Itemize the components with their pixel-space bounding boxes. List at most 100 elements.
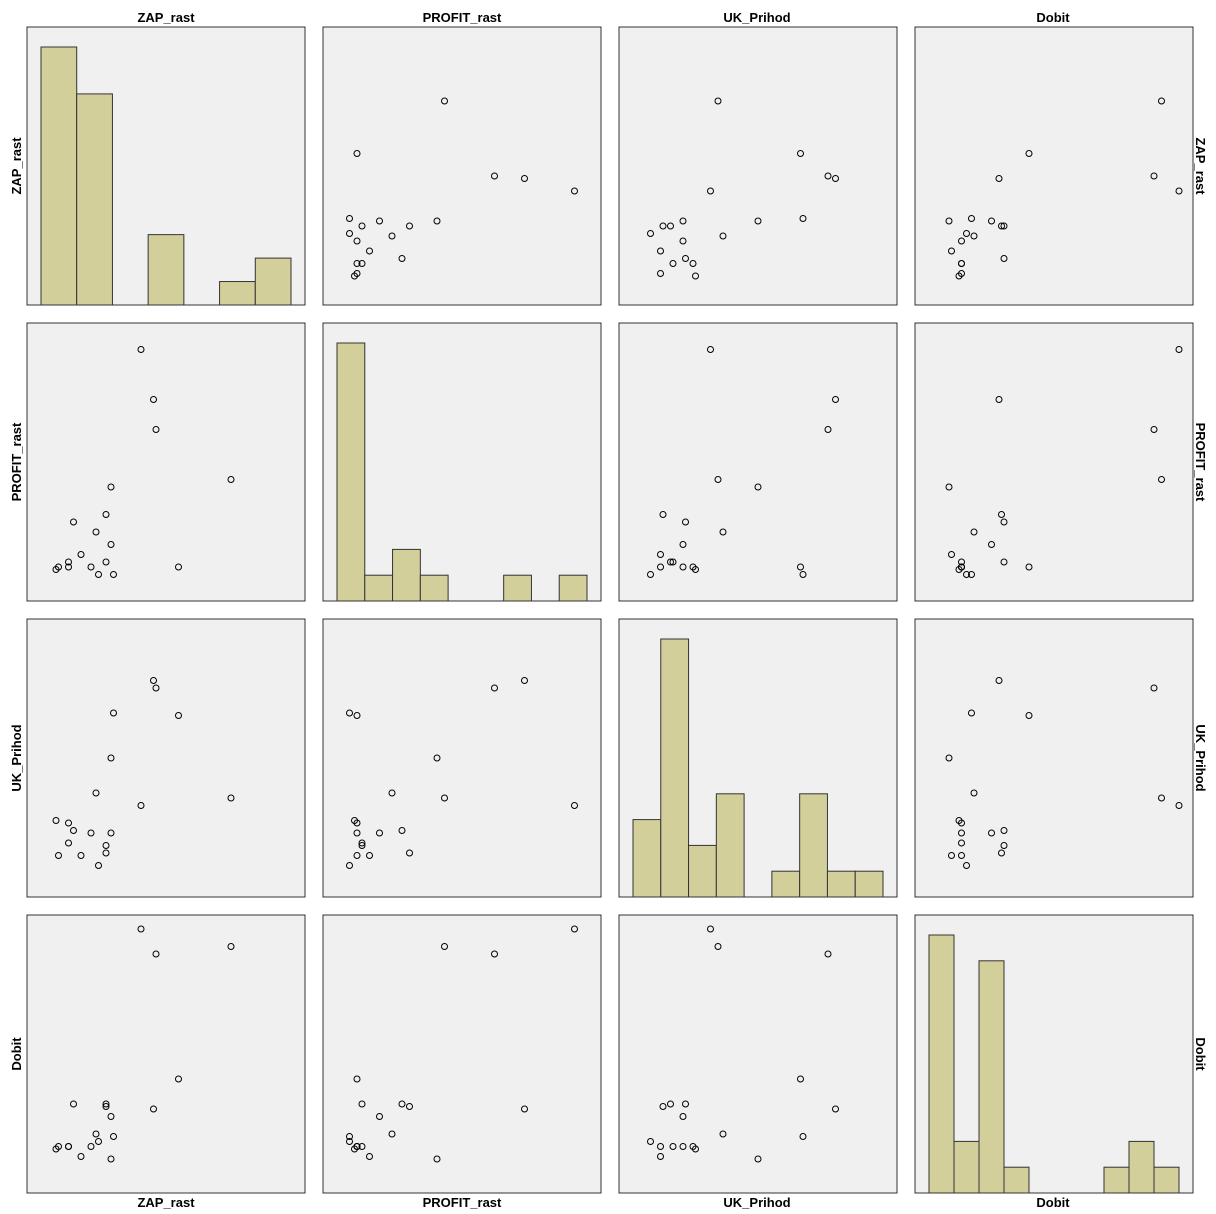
scatter-point-uk-prihod-vs-dobit-1 [958,839,965,847]
scatter-point-dobit-vs-profit-rast-8 [398,1100,406,1108]
scatter-point-uk-prihod-vs-dobit-17 [995,677,1003,684]
right-label-uk-prihod: UK_Prihod [1193,724,1208,791]
scatter-point-uk-prihod-vs-profit-rast-1 [358,839,366,847]
scatter-point-zap-rast-vs-dobit-9 [968,215,975,222]
histogram-bar-zap-rast-3 [147,234,185,306]
scatter-point-zap-rast-vs-profit-rast-12 [358,222,366,230]
scatter-point-uk-prihod-vs-profit-rast-7 [388,789,396,797]
scatter-point-zap-rast-vs-dobit-8 [1000,255,1008,262]
histogram-bar-uk-prihod-6 [799,793,828,898]
scatter-point-uk-prihod-vs-profit-rast-18 [351,817,358,824]
scatter-point-zap-rast-vs-uk-prihod-18 [692,272,699,280]
scatter-point-uk-prihod-vs-profit-rast-4 [353,829,361,837]
scatter-point-profit-rast-vs-zap-rast-7 [92,528,100,536]
scatter-point-uk-prihod-vs-zap-rast-11 [102,849,110,857]
panel-uk-prihod-vs-zap-rast [26,618,306,898]
left-label-zap-rast: ZAP_rast [9,137,24,195]
scatter-point-dobit-vs-profit-rast-6 [376,1113,383,1120]
scatter-point-dobit-vs-profit-rast-7 [388,1130,396,1138]
panel-zap-rast-vs-zap-rast [26,26,306,306]
scatter-point-uk-prihod-vs-dobit-6 [988,829,995,837]
panel-background [322,914,602,1194]
scatter-point-zap-rast-vs-dobit-18 [955,272,963,280]
scatter-point-dobit-vs-profit-rast-14 [441,943,448,950]
scatter-point-uk-prihod-vs-profit-rast-15 [353,712,361,719]
scatter-point-uk-prihod-vs-profit-rast-14 [441,794,448,802]
scatter-point-uk-prihod-vs-profit-rast-9 [346,709,353,717]
scatter-point-uk-prihod-vs-profit-rast-16 [571,802,578,809]
panel-profit-rast-vs-zap-rast [26,322,306,602]
scatter-point-zap-rast-vs-uk-prihod-17 [832,175,839,182]
bottom-label-dobit: Dobit [1036,1195,1070,1210]
panel-background [26,914,306,1194]
panel-profit-rast-vs-uk-prihod [618,322,898,602]
scatter-point-profit-rast-vs-uk-prihod-9 [799,571,807,578]
right-axis-labels: ZAP_rast PROFIT_rast UK_Prihod Dobit [1193,137,1208,1071]
histogram-bar-uk-prihod-5 [771,870,801,898]
scatter-point-zap-rast-vs-dobit-10 [945,217,953,225]
scatter-point-zap-rast-vs-uk-prihod-4 [679,237,687,245]
histogram-bar-dobit-9 [1153,1166,1180,1194]
scatter-point-zap-rast-vs-dobit-17 [995,175,1003,182]
scatter-point-profit-rast-vs-dobit-17 [995,396,1003,403]
panel-zap-rast-vs-profit-rast [322,26,602,306]
scatter-point-zap-rast-vs-dobit-13 [1150,172,1158,180]
scatter-point-zap-rast-vs-dobit-7 [970,232,978,240]
scatter-point-uk-prihod-vs-profit-rast-6 [376,829,383,837]
panel-background [26,618,306,898]
panel-zap-rast-vs-uk-prihod [618,26,898,306]
histogram-bar-profit-rast-1 [364,574,394,602]
left-label-profit-rast: PROFIT_rast [9,422,24,501]
scatter-point-uk-prihod-vs-dobit-16 [1175,802,1183,809]
scatter-point-profit-rast-vs-dobit-5 [963,571,970,578]
scatter-point-dobit-vs-profit-rast-3 [366,1153,373,1160]
scatter-point-uk-prihod-vs-zap-rast-9 [110,709,117,717]
scatter-point-profit-rast-vs-uk-prihod-4 [679,563,687,571]
scatter-point-zap-rast-vs-profit-rast-9 [346,215,353,222]
panel-uk-prihod-vs-uk-prihod [618,618,898,898]
scatter-point-dobit-vs-uk-prihod-18 [692,1145,699,1153]
scatter-point-uk-prihod-vs-profit-rast-17 [521,677,528,684]
left-axis-labels: ZAP_rast PROFIT_rast UK_Prihod Dobit [9,137,24,1071]
histogram-bar-dobit-3 [1003,1166,1030,1194]
scatter-point-profit-rast-vs-dobit-18 [955,566,963,573]
scatter-point-zap-rast-vs-dobit-16 [1175,187,1183,195]
histogram-bar-uk-prihod-2 [688,844,717,898]
scatter-point-profit-rast-vs-zap-rast-14 [227,476,235,483]
top-label-zap-rast: ZAP_rast [137,10,195,25]
scatter-point-zap-rast-vs-dobit-5 [963,230,970,237]
scatter-point-uk-prihod-vs-dobit-9 [968,709,975,717]
scatter-point-uk-prihod-vs-dobit-4 [958,829,965,837]
panel-background [914,618,1194,898]
scatter-point-profit-rast-vs-dobit-12 [1000,558,1008,566]
scatter-point-profit-rast-vs-zap-rast-5 [95,571,102,578]
scatter-point-dobit-vs-profit-rast-5 [346,1138,353,1145]
scatter-point-profit-rast-vs-zap-rast-10 [107,483,115,491]
histogram-bar-dobit-7 [1103,1166,1130,1194]
scatter-point-dobit-vs-uk-prihod-16 [707,925,714,933]
scatter-point-profit-rast-vs-zap-rast-12 [102,558,110,566]
scatter-point-profit-rast-vs-uk-prihod-12 [667,558,674,566]
scatter-point-uk-prihod-vs-dobit-15 [1025,712,1033,719]
scatter-point-profit-rast-vs-zap-rast-11 [102,511,110,518]
scatter-point-uk-prihod-vs-profit-rast-0 [353,852,361,859]
scatter-point-zap-rast-vs-dobit-2 [958,260,965,267]
scatter-point-dobit-vs-profit-rast-16 [571,925,578,933]
scatter-point-uk-prihod-vs-dobit-10 [945,754,953,762]
scatter-point-dobit-vs-uk-prihod-12 [667,1100,674,1108]
scatter-point-profit-rast-vs-uk-prihod-10 [754,483,762,491]
scatter-point-dobit-vs-uk-prihod-14 [714,943,722,950]
scatter-point-uk-prihod-vs-zap-rast-8 [70,827,77,834]
panel-profit-rast-vs-profit-rast [322,322,602,602]
scatter-point-profit-rast-vs-uk-prihod-8 [682,518,689,526]
histogram-bar-dobit-1 [953,1140,980,1194]
scatter-point-zap-rast-vs-uk-prihod-2 [689,260,697,267]
top-label-dobit: Dobit [1036,10,1070,25]
scatter-point-zap-rast-vs-profit-rast-3 [366,247,373,255]
scatter-point-zap-rast-vs-profit-rast-10 [433,217,441,225]
panel-background [618,322,898,602]
right-label-dobit: Dobit [1193,1037,1208,1071]
scatter-point-zap-rast-vs-uk-prihod-1 [669,260,677,267]
panel-background [618,26,898,306]
scatter-point-profit-rast-vs-zap-rast-8 [70,518,77,526]
